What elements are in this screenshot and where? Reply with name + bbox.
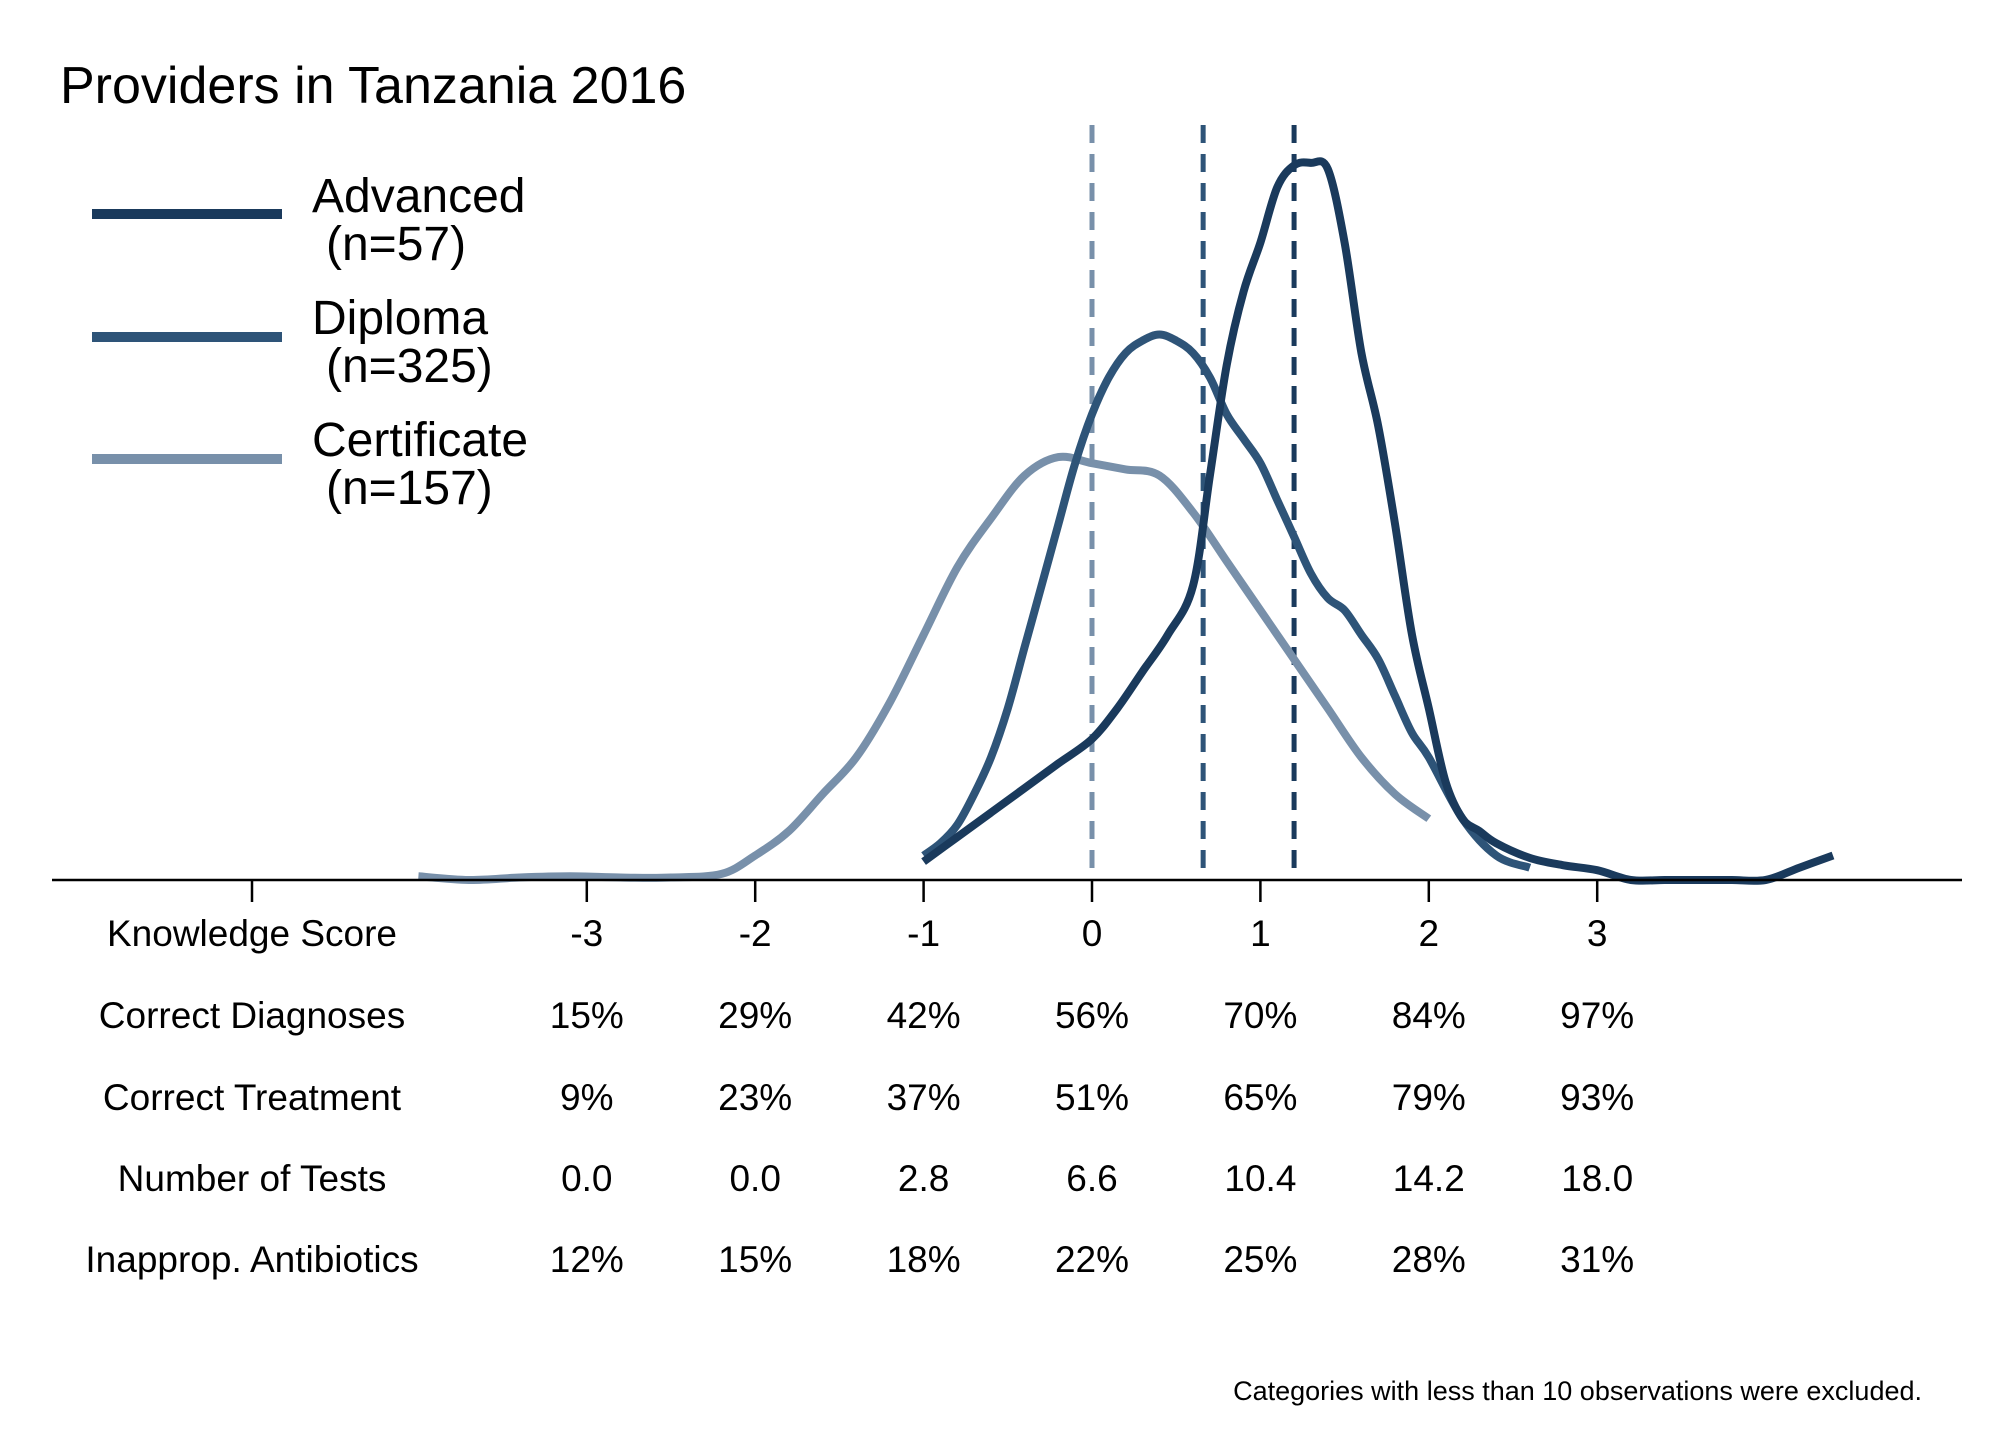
score-table: Knowledge Score Correct Diagnoses Correc… (85, 913, 1634, 1280)
legend-n-certificate: (n=157) (326, 462, 493, 515)
table-cell-antibiotics-2: 18% (887, 1239, 961, 1280)
table-cell-diagnoses-4: 70% (1223, 995, 1297, 1036)
footnote: Categories with less than 10 observation… (1233, 1376, 1922, 1406)
row-label-correct-treatment: Correct Treatment (103, 1077, 402, 1118)
x-tick-label-4: 1 (1250, 913, 1271, 954)
density-curves (418, 157, 1835, 885)
table-cell-tests-2: 2.8 (898, 1158, 949, 1199)
table-cell-antibiotics-4: 25% (1223, 1239, 1297, 1280)
table-cell-antibiotics-5: 28% (1392, 1239, 1466, 1280)
x-tick-label-3: 0 (1082, 913, 1103, 954)
legend-label-advanced: Advanced (312, 170, 526, 223)
series-line-diploma (921, 330, 1532, 872)
x-axis-ticks (250, 880, 1599, 902)
row-label-knowledge-score: Knowledge Score (107, 913, 397, 954)
table-cell-tests-5: 14.2 (1393, 1158, 1465, 1199)
legend-entry-certificate: Certificate (n=157) (92, 414, 528, 515)
table-cell-treatment-1: 23% (718, 1077, 792, 1118)
table-cell-antibiotics-0: 12% (550, 1239, 624, 1280)
table-cell-treatment-5: 79% (1392, 1077, 1466, 1118)
x-tick-label-5: 2 (1419, 913, 1440, 954)
row-label-correct-diagnoses: Correct Diagnoses (99, 995, 405, 1036)
x-tick-label-2: -1 (907, 913, 940, 954)
legend-label-diploma: Diploma (312, 292, 488, 345)
table-cell-diagnoses-2: 42% (887, 995, 961, 1036)
table-cell-treatment-4: 65% (1223, 1077, 1297, 1118)
table-cell-tests-6: 18.0 (1561, 1158, 1633, 1199)
mean-lines (1089, 125, 1297, 878)
table-cell-diagnoses-1: 29% (718, 995, 792, 1036)
table-cell-diagnoses-6: 97% (1560, 995, 1634, 1036)
chart-title: Providers in Tanzania 2016 (60, 57, 686, 115)
row-label-number-of-tests: Number of Tests (118, 1158, 387, 1199)
table-cell-antibiotics-6: 31% (1560, 1239, 1634, 1280)
x-tick-label-6: 3 (1587, 913, 1608, 954)
legend: Advanced (n=57) Diploma (n=325) Certific… (92, 170, 528, 515)
table-cell-antibiotics-1: 15% (718, 1239, 792, 1280)
series-line-advanced (921, 157, 1835, 885)
table-cell-tests-4: 10.4 (1224, 1158, 1296, 1199)
table-cells: -315%9%0.012%-229%23%0.015%-142%37%2.818… (550, 913, 1634, 1280)
legend-n-advanced: (n=57) (326, 218, 466, 271)
x-tick-label-0: -3 (570, 913, 603, 954)
table-cell-treatment-2: 37% (887, 1077, 961, 1118)
legend-label-certificate: Certificate (312, 414, 528, 467)
table-cell-tests-3: 6.6 (1066, 1158, 1117, 1199)
table-cell-tests-0: 0.0 (561, 1158, 612, 1199)
x-tick-label-1: -2 (739, 913, 772, 954)
table-cell-diagnoses-0: 15% (550, 995, 624, 1036)
legend-entry-diploma: Diploma (n=325) (92, 292, 493, 393)
table-cell-treatment-0: 9% (560, 1077, 613, 1118)
series-line-certificate (418, 452, 1432, 885)
table-cell-treatment-3: 51% (1055, 1077, 1129, 1118)
legend-entry-advanced: Advanced (n=57) (92, 170, 526, 271)
table-cell-diagnoses-3: 56% (1055, 995, 1129, 1036)
legend-n-diploma: (n=325) (326, 340, 493, 393)
table-cell-diagnoses-5: 84% (1392, 995, 1466, 1036)
row-label-inapprop-antibiotics: Inapprop. Antibiotics (85, 1239, 418, 1280)
table-cell-tests-1: 0.0 (729, 1158, 780, 1199)
table-cell-treatment-6: 93% (1560, 1077, 1634, 1118)
table-cell-antibiotics-3: 22% (1055, 1239, 1129, 1280)
